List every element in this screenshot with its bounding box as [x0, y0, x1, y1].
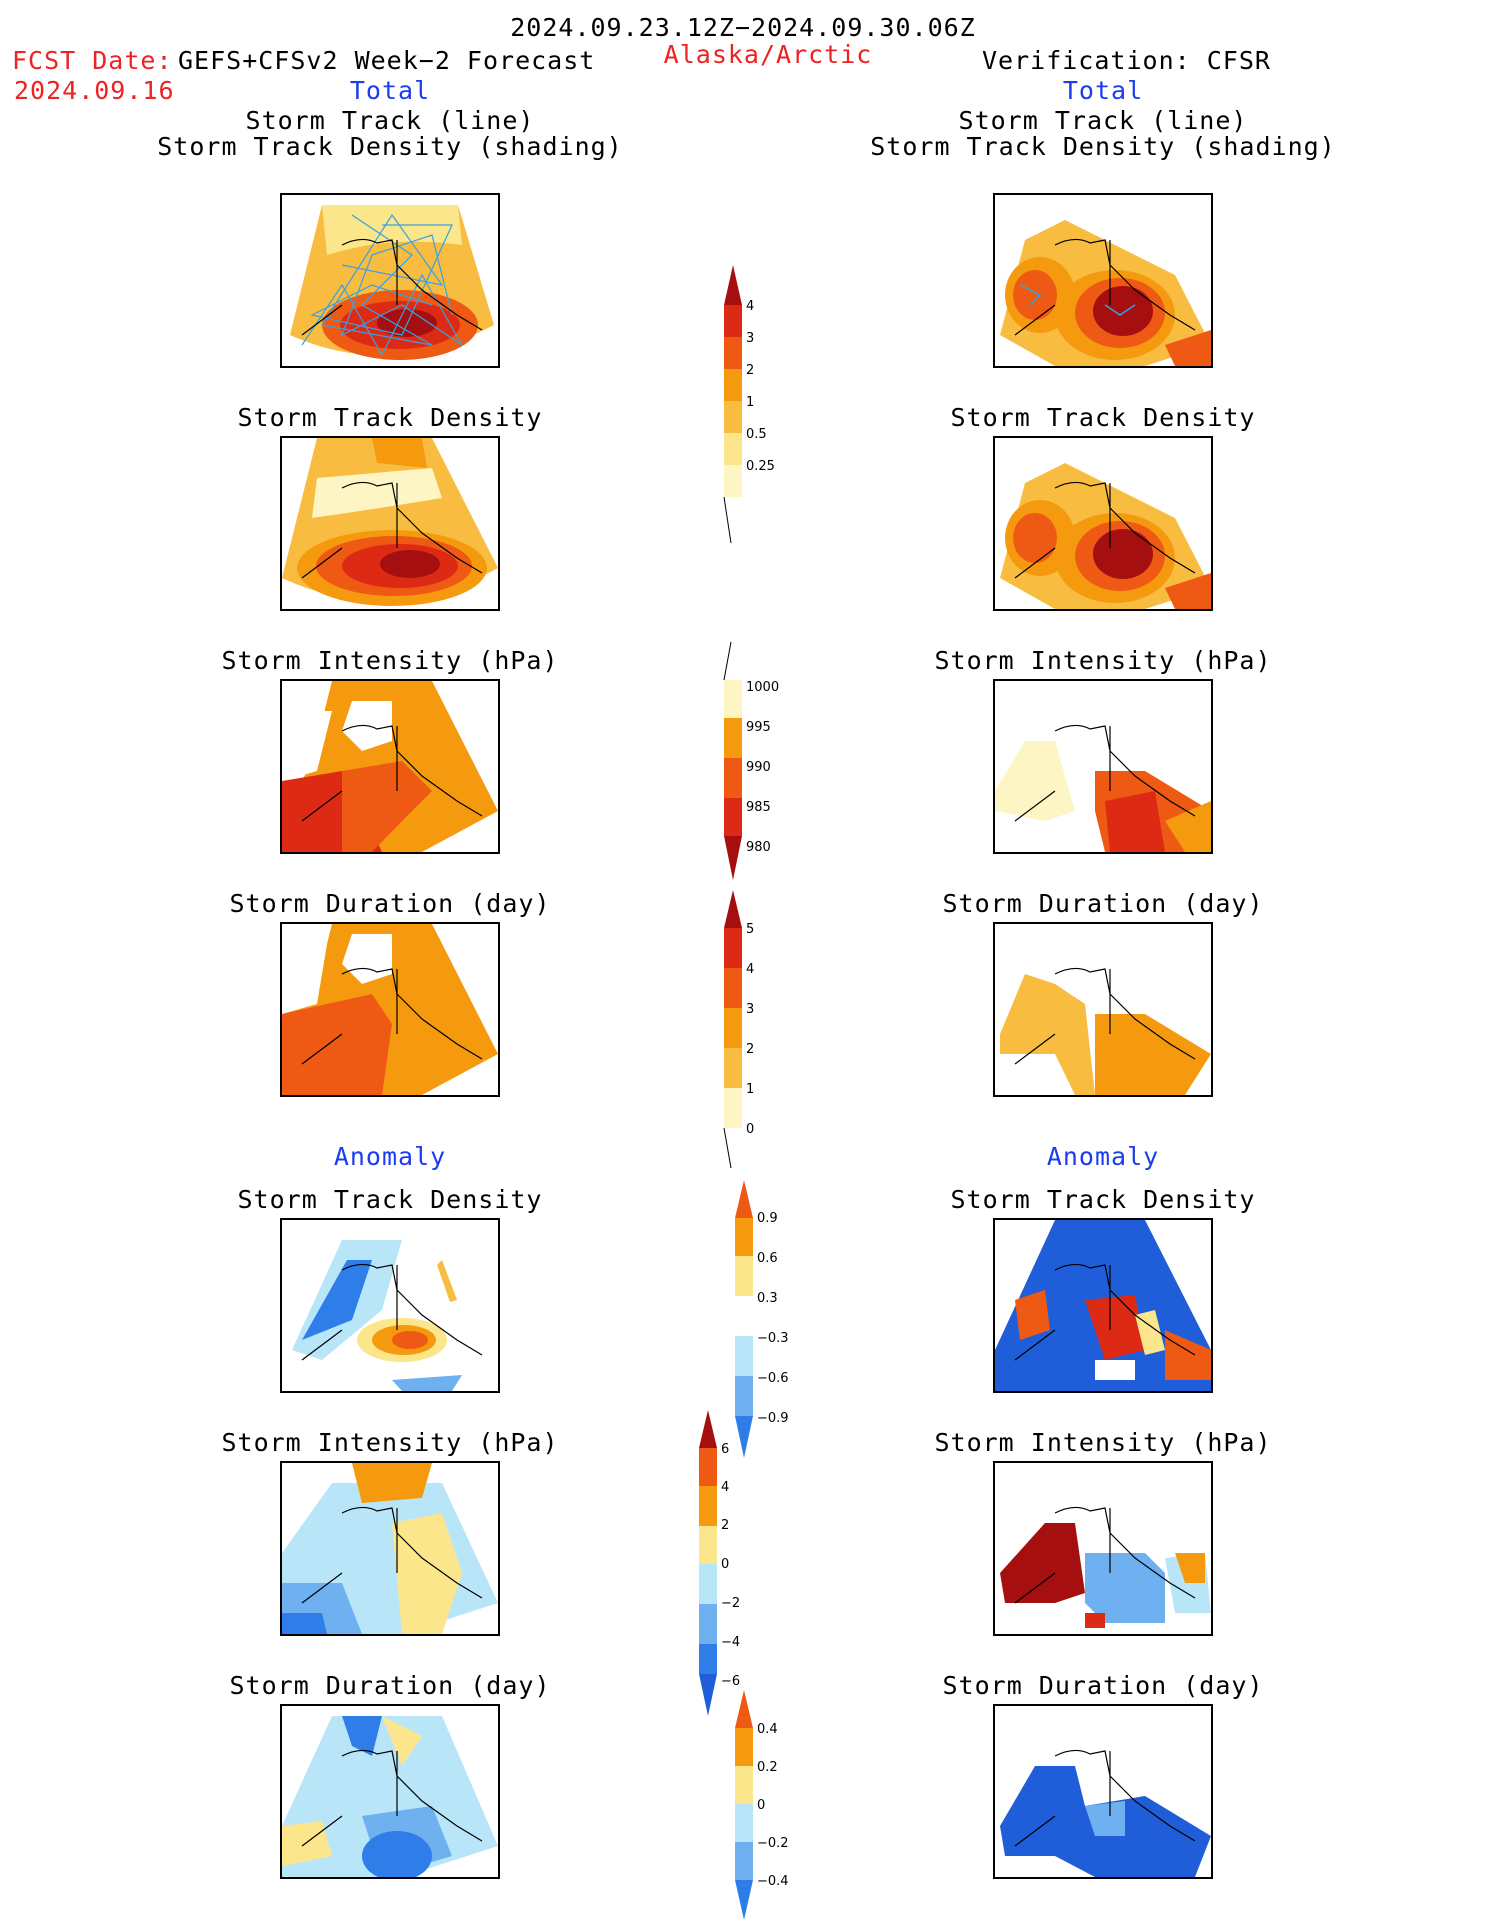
tick-duration-total-1: 4 — [746, 962, 755, 977]
tick-density-anom-0: 0.9 — [757, 1211, 778, 1226]
fcst-date-label: FCST Date: — [12, 46, 173, 75]
colorbar-duration-total: 5 4 3 2 1 0 — [722, 888, 782, 1177]
tick-duration-anom-0: 0.4 — [757, 1722, 778, 1737]
tick-duration-anom-3: −0.2 — [757, 1836, 789, 1851]
tick-density-anom-3: −0.3 — [757, 1331, 789, 1346]
tick-intensity-total-4: 980 — [746, 840, 771, 855]
tick-intensity-anom-2: 2 — [721, 1518, 730, 1533]
tick-duration-anom-4: −0.4 — [757, 1874, 789, 1889]
region-label: Alaska/Arctic — [663, 40, 873, 69]
tick-density-anom-4: −0.6 — [757, 1371, 789, 1386]
title-anom-intensity-left: Storm Intensity (hPa) — [221, 1428, 559, 1457]
tick-intensity-anom-0: 6 — [721, 1442, 730, 1457]
tick-density-anom-1: 0.6 — [757, 1251, 778, 1266]
title-density-right: Storm Track Density — [950, 403, 1256, 432]
map-fcst-density — [280, 436, 500, 611]
tick-intensity-anom-3: 0 — [721, 1557, 730, 1572]
tick-intensity-total-0: 1000 — [746, 680, 780, 695]
tick-intensity-anom-5: −4 — [721, 1635, 741, 1650]
section-total-right: Total — [1062, 76, 1144, 105]
map-verif-density — [993, 436, 1213, 611]
map-fcst-intensity — [280, 679, 500, 854]
tick-duration-anom-1: 0.2 — [757, 1760, 778, 1775]
section-anomaly-left: Anomaly — [333, 1142, 447, 1171]
colorbar-duration-anom: 0.4 0.2 0 −0.2 −0.4 — [733, 1688, 793, 1927]
map-anom-fcst-duration — [280, 1704, 500, 1879]
tick-density-anom-2: 0.3 — [757, 1291, 778, 1306]
map-anom-fcst-density — [280, 1218, 500, 1393]
map-fcst-track — [280, 193, 500, 368]
tick-intensity-total-1: 995 — [746, 720, 771, 735]
title-intensity-left: Storm Intensity (hPa) — [221, 646, 559, 675]
colorbar-density-anom: 0.9 0.6 0.3 −0.3 −0.6 −0.9 — [733, 1178, 793, 1467]
tick-intensity-anom-6: −6 — [721, 1674, 741, 1689]
colorbar-intensity-total: 1000 995 990 985 980 — [722, 640, 782, 889]
title-duration-left: Storm Duration (day) — [229, 889, 551, 918]
map-anom-verif-intensity — [993, 1461, 1213, 1636]
forecast-period: 2024.09.23.12Z−2024.09.30.06Z — [510, 13, 976, 42]
title-duration-right: Storm Duration (day) — [942, 889, 1264, 918]
title-anom-density-right: Storm Track Density — [950, 1185, 1256, 1214]
title-track-line-right: Storm Track (line) — [958, 106, 1248, 135]
tick-duration-total-0: 5 — [746, 922, 755, 937]
map-fcst-duration — [280, 922, 500, 1097]
tick-density-total-0: 4 — [746, 299, 755, 314]
tick-density-total-1: 3 — [746, 331, 755, 346]
tick-duration-total-2: 3 — [746, 1002, 755, 1017]
map-anom-verif-density — [993, 1218, 1213, 1393]
title-track-shading-left: Storm Track Density (shading) — [157, 132, 623, 161]
tick-density-anom-5: −0.9 — [757, 1411, 789, 1426]
title-track-line-left: Storm Track (line) — [245, 106, 535, 135]
title-intensity-right: Storm Intensity (hPa) — [934, 646, 1272, 675]
title-density-left: Storm Track Density — [237, 403, 543, 432]
colorbar-intensity-anom: 6 4 2 0 −2 −4 −6 — [697, 1408, 757, 1724]
map-anom-fcst-intensity — [280, 1461, 500, 1636]
map-verif-intensity — [993, 679, 1213, 854]
section-anomaly-right: Anomaly — [1046, 1142, 1160, 1171]
tick-density-total-3: 1 — [746, 395, 755, 410]
tick-intensity-total-3: 985 — [746, 800, 771, 815]
fcst-model: GEFS+CFSv2 Week−2 Forecast — [178, 46, 596, 75]
section-total-left: Total — [349, 76, 431, 105]
title-anom-density-left: Storm Track Density — [237, 1185, 543, 1214]
map-anom-verif-duration — [993, 1704, 1213, 1879]
tick-duration-total-3: 2 — [746, 1042, 755, 1057]
verification-label: Verification: CFSR — [982, 46, 1271, 75]
tick-duration-total-5: 0 — [746, 1122, 755, 1137]
tick-intensity-total-2: 990 — [746, 760, 771, 775]
title-anom-intensity-right: Storm Intensity (hPa) — [934, 1428, 1272, 1457]
colorbar-density-total: 4 3 2 1 0.5 0.25 — [722, 263, 782, 552]
tick-duration-anom-2: 0 — [757, 1798, 766, 1813]
title-anom-duration-left: Storm Duration (day) — [229, 1671, 551, 1700]
tick-intensity-anom-4: −2 — [721, 1596, 741, 1611]
title-anom-duration-right: Storm Duration (day) — [942, 1671, 1264, 1700]
tick-density-total-2: 2 — [746, 363, 755, 378]
tick-density-total-4: 0.5 — [746, 427, 767, 442]
title-track-shading-right: Storm Track Density (shading) — [870, 132, 1336, 161]
map-verif-track — [993, 193, 1213, 368]
fcst-date: 2024.09.16 — [14, 76, 175, 105]
tick-duration-total-4: 1 — [746, 1082, 755, 1097]
map-verif-duration — [993, 922, 1213, 1097]
tick-density-total-5: 0.25 — [746, 459, 775, 474]
tick-intensity-anom-1: 4 — [721, 1480, 730, 1495]
